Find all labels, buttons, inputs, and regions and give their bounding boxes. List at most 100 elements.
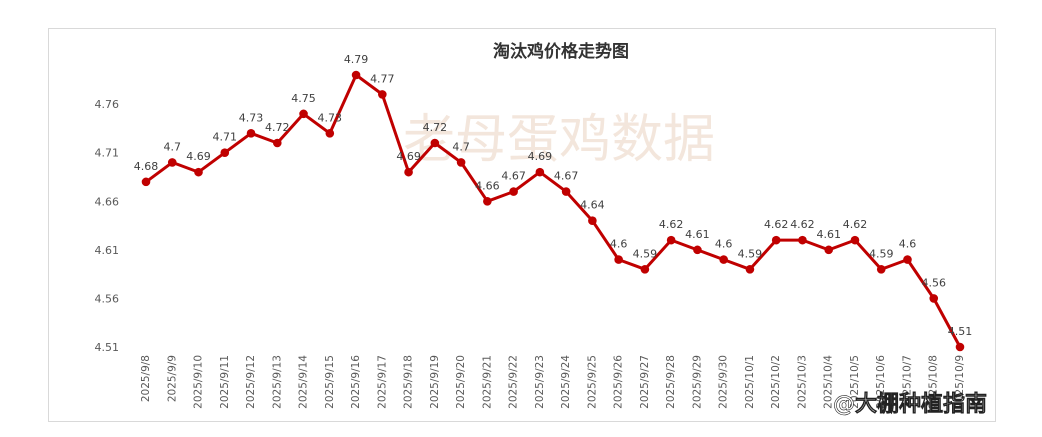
data-point [299, 109, 308, 119]
data-label: 4.79 [344, 53, 369, 66]
data-label: 4.62 [764, 218, 789, 231]
x-tick-label: 2025/10/6 [875, 355, 887, 409]
x-tick-label: 2025/9/26 [613, 355, 625, 409]
data-label: 4.69 [528, 150, 553, 163]
x-tick-label: 2025/9/16 [350, 355, 362, 409]
x-tick-label: 2025/10/4 [823, 355, 835, 409]
data-label: 4.59 [738, 247, 763, 260]
data-label: 4.67 [501, 170, 526, 183]
data-point [561, 187, 571, 196]
series-price [141, 70, 965, 352]
series-line [145, 73, 962, 348]
x-tick-label: 2025/9/23 [534, 355, 546, 409]
y-tick-label: 4.76 [95, 98, 120, 111]
data-point [771, 235, 781, 245]
x-tick-label: 2025/10/7 [901, 355, 913, 409]
data-point [955, 342, 965, 352]
data-point [325, 128, 335, 138]
data-label: 4.73 [239, 111, 264, 124]
y-tick-label: 4.61 [95, 244, 120, 257]
corner-watermark: @大棚种植指南 [833, 391, 987, 417]
data-point [378, 90, 387, 99]
data-point [903, 255, 912, 264]
x-tick-label: 2025/9/29 [691, 355, 703, 409]
data-point [246, 128, 256, 138]
data-point [351, 70, 361, 80]
data-point [693, 245, 702, 255]
data-label: 4.62 [659, 218, 684, 231]
data-point [588, 216, 597, 226]
data-label: 4.64 [580, 199, 605, 212]
data-label: 4.71 [213, 131, 238, 144]
data-point [745, 264, 755, 274]
data-point [929, 294, 939, 303]
data-point [666, 235, 676, 245]
x-tick-label: 2025/9/30 [718, 355, 730, 409]
data-label: 4.69 [396, 150, 421, 163]
y-tick-label: 4.71 [95, 147, 120, 160]
x-tick-label: 2025/10/1 [744, 355, 756, 409]
x-tick-label: 2025/9/14 [298, 355, 310, 409]
data-point [798, 235, 807, 245]
data-point [220, 148, 230, 158]
line-chart: 老母蛋鸡数据 淘汰鸡价格走势图 4.51 4.56 4.61 4.66 4.71 4.76… [95, 41, 988, 417]
data-point [141, 177, 151, 187]
data-label: 4.72 [423, 121, 448, 134]
x-tick-label: 2025/10/5 [849, 355, 861, 409]
chart-watermark: 老母蛋鸡数据 [403, 110, 715, 170]
data-point [535, 167, 545, 177]
data-label: 4.61 [816, 228, 841, 241]
data-point [640, 264, 650, 274]
x-tick-label: 2025/9/22 [508, 355, 520, 409]
data-point [483, 196, 492, 206]
x-tick-label: 2025/9/17 [376, 355, 388, 409]
chart-title: 淘汰鸡价格走势图 [493, 41, 629, 62]
data-label: 4.51 [948, 325, 973, 338]
x-tick-label: 2025/9/13 [271, 355, 283, 409]
data-point [456, 158, 466, 167]
data-label: 4.59 [633, 247, 658, 260]
data-label: 4.66 [475, 179, 500, 192]
data-label: 4.73 [318, 111, 343, 124]
data-label: 4.68 [134, 160, 159, 173]
x-tick-label: 2025/9/27 [639, 355, 651, 409]
data-label: 4.62 [843, 218, 868, 231]
data-label: 4.72 [265, 121, 290, 134]
data-point [824, 245, 834, 255]
x-tick-label: 2025/9/18 [403, 355, 415, 409]
chart-frame: 老母蛋鸡数据 淘汰鸡价格走势图 4.51 4.56 4.61 4.66 4.71 4.76… [48, 28, 996, 422]
x-tick-label: 2025/9/11 [219, 355, 231, 409]
x-tick-label: 2025/10/3 [796, 355, 808, 409]
data-label: 4.6 [610, 238, 628, 251]
x-tick-label: 2025/9/8 [140, 355, 152, 402]
data-label: 4.6 [899, 238, 917, 251]
y-tick-label: 4.66 [95, 195, 120, 208]
data-label: 4.56 [921, 276, 946, 289]
data-point [272, 138, 282, 148]
data-point [719, 255, 728, 264]
x-tick-label: 2025/9/12 [245, 355, 257, 409]
x-tick-label: 2025/9/19 [429, 355, 441, 409]
data-labels: 4.684.74.694.714.734.724.754.734.794.774… [134, 53, 973, 338]
data-point [509, 187, 518, 196]
y-axis-ticks: 4.51 4.56 4.61 4.66 4.71 4.76 [95, 98, 120, 354]
data-label: 4.7 [452, 140, 470, 153]
y-tick-label: 4.56 [95, 292, 120, 305]
data-point [404, 167, 413, 177]
x-axis-ticks: 2025/9/8 2025/9/9 2025/9/10 2025/9/11 2025/9… [140, 355, 966, 409]
data-point [194, 167, 203, 177]
data-label: 4.62 [790, 218, 815, 231]
x-tick-label: 2025/9/10 [193, 355, 205, 409]
data-point [850, 235, 860, 245]
data-label: 4.7 [164, 140, 182, 153]
data-label: 4.75 [291, 92, 316, 105]
x-tick-label: 2025/9/20 [455, 355, 467, 409]
data-label: 4.61 [685, 228, 710, 241]
x-tick-label: 2025/9/25 [586, 355, 598, 409]
x-tick-label: 2025/10/9 [954, 355, 966, 409]
data-label: 4.59 [869, 247, 894, 260]
x-tick-label: 2025/9/21 [481, 355, 493, 409]
data-label: 4.69 [186, 150, 211, 163]
data-point [876, 264, 886, 274]
data-point [614, 255, 623, 264]
